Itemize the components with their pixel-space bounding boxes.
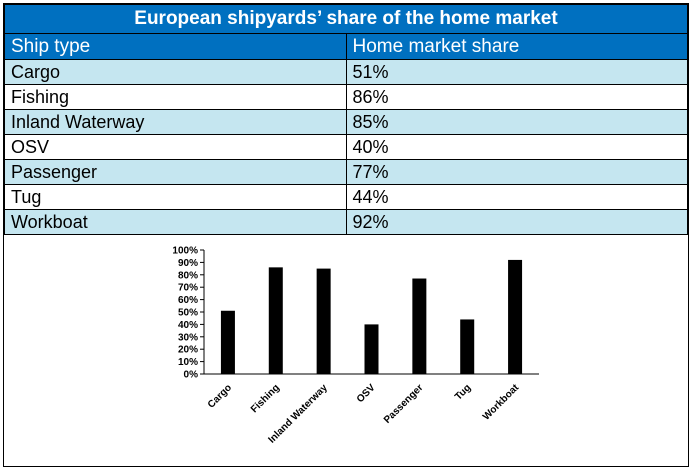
x-tick-label: Tug	[453, 382, 473, 402]
table-row: Passenger 77%	[4, 159, 688, 185]
y-tick-label: 70%	[178, 283, 198, 294]
share-cell: 51%	[345, 59, 688, 85]
table-row: Inland Waterway 85%	[4, 109, 688, 135]
share-cell: 77%	[345, 159, 688, 185]
ship-type-cell: Workboat	[4, 209, 347, 235]
y-tick-label: 90%	[178, 258, 198, 269]
x-tick-label: Fishing	[249, 382, 282, 415]
ship-type-cell: Fishing	[4, 84, 347, 110]
y-tick-label: 50%	[178, 308, 198, 319]
ship-type-cell: Cargo	[4, 59, 347, 85]
ship-type-cell: Tug	[4, 184, 347, 210]
share-cell: 85%	[345, 109, 688, 135]
table-title: European shipyards’ share of the home ma…	[4, 4, 688, 34]
bar-chart-svg: 0% 10%20% 30%40%50% 60%70% 80%90%100% Cargo Fi…	[172, 246, 539, 446]
bar	[412, 278, 427, 374]
bar	[220, 310, 235, 374]
bar	[364, 324, 379, 374]
table-row: OSV 40%	[4, 134, 688, 160]
bar	[316, 268, 331, 374]
ship-type-cell: Inland Waterway	[4, 109, 347, 135]
table-header-row: Ship type Home market share	[4, 33, 688, 60]
header-home-market-share: Home market share	[345, 33, 688, 60]
report-frame: European shipyards’ share of the home ma…	[3, 3, 689, 467]
table-row: Fishing 86%	[4, 84, 688, 110]
share-cell: 86%	[345, 84, 688, 110]
x-tick-label: Workboat	[481, 382, 522, 423]
y-tick-label: 40%	[178, 320, 198, 331]
table-row: Workboat 92%	[4, 209, 688, 235]
share-cell: 92%	[345, 209, 688, 235]
header-ship-type: Ship type	[4, 33, 347, 60]
table-title-row: European shipyards’ share of the home ma…	[4, 4, 688, 34]
bar-chart: 0% 10% 20% 30% 40% 50% 60% 70% 80% 90% 100% Cargo Fi…	[154, 240, 544, 466]
bar	[460, 319, 475, 374]
x-tick-label: Cargo	[206, 382, 234, 410]
table-row: Cargo 51%	[4, 59, 688, 85]
market-share-table: European shipyards’ share of the home ma…	[4, 4, 688, 235]
y-tick-label: 60%	[178, 295, 198, 306]
share-cell: 40%	[345, 134, 688, 160]
y-tick-label: 10%	[178, 357, 198, 368]
ship-type-cell: Passenger	[4, 159, 347, 185]
share-cell: 44%	[345, 184, 688, 210]
y-tick-label: 20%	[178, 345, 198, 356]
y-tick-label: 0%	[184, 370, 199, 381]
ship-type-cell: OSV	[4, 134, 347, 160]
x-tick-label: Passenger	[382, 382, 426, 426]
x-tick-label: OSV	[355, 382, 378, 405]
y-tick-label: 30%	[178, 332, 198, 343]
bar	[268, 267, 283, 374]
y-tick-label: 100%	[172, 246, 198, 257]
y-tick-label: 80%	[178, 270, 198, 281]
bar	[508, 259, 523, 374]
table-row: Tug 44%	[4, 184, 688, 210]
